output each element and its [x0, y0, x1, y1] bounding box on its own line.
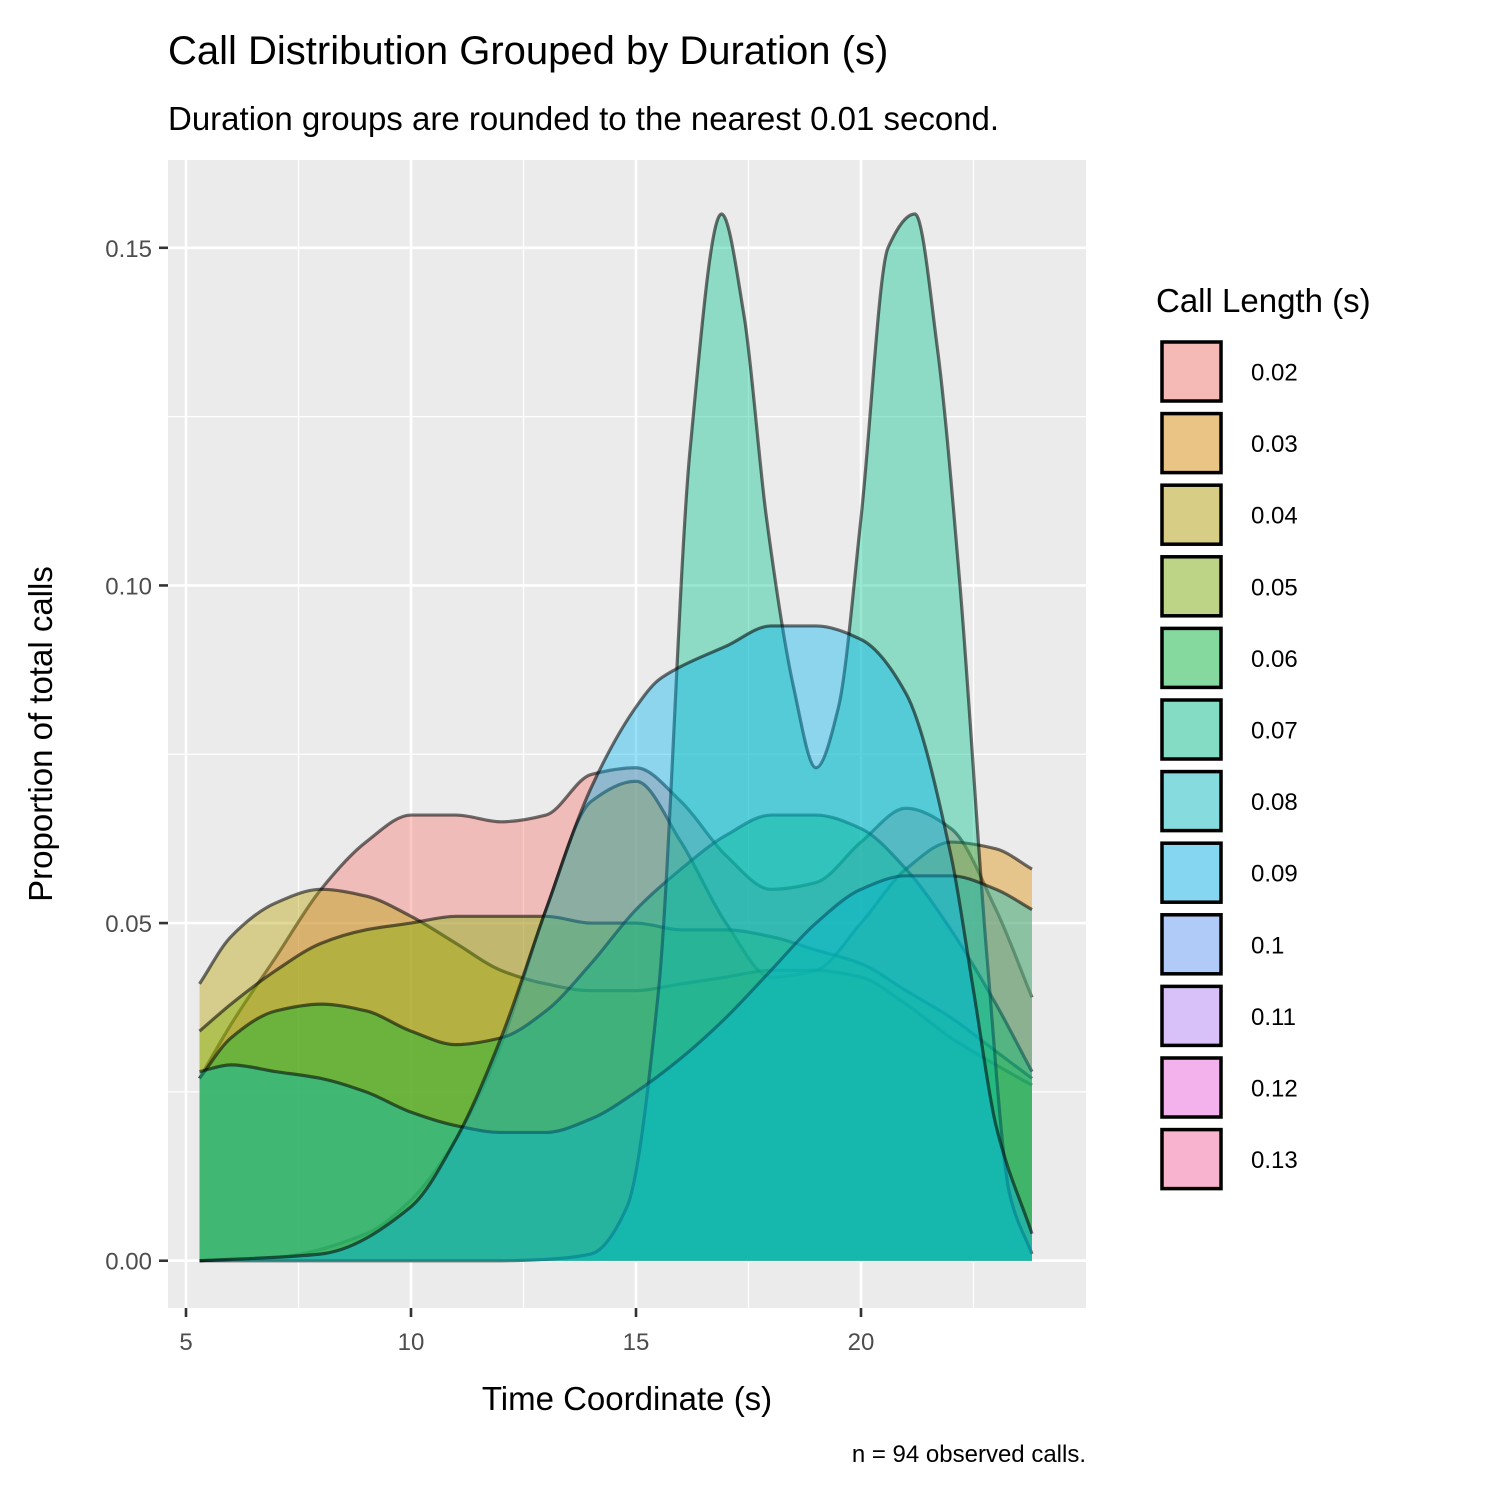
axes: 5 10 15 20 0.00 0.05 0.10 0.15	[105, 236, 874, 1356]
y-tick-label: 0.15	[105, 236, 152, 263]
legend-key-background	[1160, 411, 1223, 475]
density-area	[199, 625, 1032, 1261]
legend-key	[1160, 841, 1223, 904]
density-series-0.09	[199, 624, 1034, 1263]
plot-panel	[168, 160, 1086, 1308]
y-tick-label: 0.00	[105, 1249, 152, 1276]
y-tick-label: 0.10	[105, 573, 152, 600]
legend-item-0.09: 0.09	[1160, 841, 1298, 905]
legend-item-0.07: 0.07	[1160, 698, 1298, 761]
legend-label: 0.13	[1251, 1147, 1298, 1174]
x-tick-label: 5	[179, 1329, 192, 1356]
legend-key-background	[1160, 698, 1223, 761]
legend-label: 0.04	[1251, 503, 1298, 530]
legend-item-0.05: 0.05	[1160, 554, 1298, 618]
y-tick-label: 0.05	[105, 911, 152, 938]
legend-key-background	[1160, 769, 1223, 833]
density-area	[199, 875, 1032, 1261]
legend-key	[1160, 1056, 1223, 1119]
density-series-0.04	[198, 887, 1033, 1261]
legend-label: 0.06	[1251, 646, 1298, 673]
legend-key-background	[1160, 912, 1223, 976]
legend-label: 0.12	[1251, 1076, 1298, 1103]
legend-key	[1160, 698, 1223, 761]
x-axis-title: Time Coordinate (s)	[482, 1380, 772, 1417]
legend-key-background	[1160, 1056, 1223, 1119]
legend-label: 0.11	[1251, 1004, 1296, 1031]
legend-label: 0.07	[1251, 718, 1298, 745]
density-outline	[198, 887, 1033, 1087]
legend-key-background	[1160, 483, 1223, 547]
density-area	[199, 916, 1032, 1261]
legend-key-background	[1160, 984, 1223, 1048]
legend-title: Call Length (s)	[1156, 282, 1371, 319]
density-outline	[199, 212, 1034, 1263]
x-tick-label: 20	[848, 1329, 875, 1356]
density-area	[199, 889, 1032, 1261]
legend-item-0.11: 0.11	[1160, 984, 1296, 1048]
x-tick-label: 15	[623, 1329, 650, 1356]
density-series-0.08	[199, 874, 1033, 1261]
legend-label: 0.08	[1251, 789, 1298, 816]
legend-item-0.03: 0.03	[1160, 411, 1298, 475]
legend-key-background	[1160, 1127, 1223, 1191]
legend-key	[1160, 913, 1223, 976]
legend-key-background	[1160, 554, 1223, 618]
legend-label: 0.1	[1251, 932, 1284, 959]
density-series-0.05	[198, 914, 1033, 1261]
density-series-0.07	[199, 212, 1034, 1263]
legend-label: 0.02	[1251, 360, 1298, 387]
chart-caption: n = 94 observed calls.	[852, 1441, 1086, 1468]
density-outline	[199, 624, 1034, 1263]
legend-item-0.12: 0.12	[1160, 1056, 1298, 1119]
legend-key	[1160, 340, 1223, 403]
legend-item-0.1: 0.1	[1160, 912, 1284, 976]
legend-item-0.13: 0.13	[1160, 1127, 1298, 1191]
legend: 0.02 0.03 0.04 0.05 0.06 0.07 0.08 0.09 0.1 0.11 0…	[1160, 340, 1298, 1191]
legend-key	[1160, 769, 1223, 833]
legend-key	[1160, 626, 1223, 690]
legend-item-0.02: 0.02	[1160, 340, 1298, 403]
legend-key	[1160, 1127, 1223, 1191]
density-outline	[198, 813, 1034, 1080]
legend-key-background	[1160, 841, 1223, 905]
legend-item-0.04: 0.04	[1160, 483, 1298, 547]
chart-title: Call Distribution Grouped by Duration (s…	[168, 29, 888, 73]
legend-key	[1160, 984, 1223, 1048]
density-outline	[199, 874, 1033, 1135]
density-outline	[199, 779, 1033, 1263]
x-tick-label: 10	[398, 1329, 425, 1356]
density-area	[199, 815, 1032, 1261]
legend-key	[1160, 411, 1223, 475]
density-series-0.03	[199, 779, 1033, 1263]
legend-item-0.08: 0.08	[1160, 769, 1298, 833]
density-series-0.06	[198, 813, 1034, 1261]
legend-key	[1160, 555, 1223, 618]
legend-key-background	[1160, 340, 1223, 403]
density-area	[199, 781, 1032, 1261]
y-axis-title: Proportion of total calls	[22, 566, 59, 902]
legend-item-0.06: 0.06	[1160, 626, 1298, 690]
density-area	[199, 214, 1032, 1261]
legend-label: 0.05	[1251, 574, 1298, 601]
density-outline	[198, 914, 1033, 1080]
legend-key-background	[1160, 626, 1223, 690]
density-area	[199, 767, 1032, 1261]
chart-subtitle: Duration groups are rounded to the neare…	[168, 100, 999, 137]
legend-label: 0.09	[1251, 861, 1298, 888]
legend-key	[1160, 483, 1223, 546]
density-areas	[198, 212, 1034, 1263]
legend-label: 0.03	[1251, 431, 1298, 458]
